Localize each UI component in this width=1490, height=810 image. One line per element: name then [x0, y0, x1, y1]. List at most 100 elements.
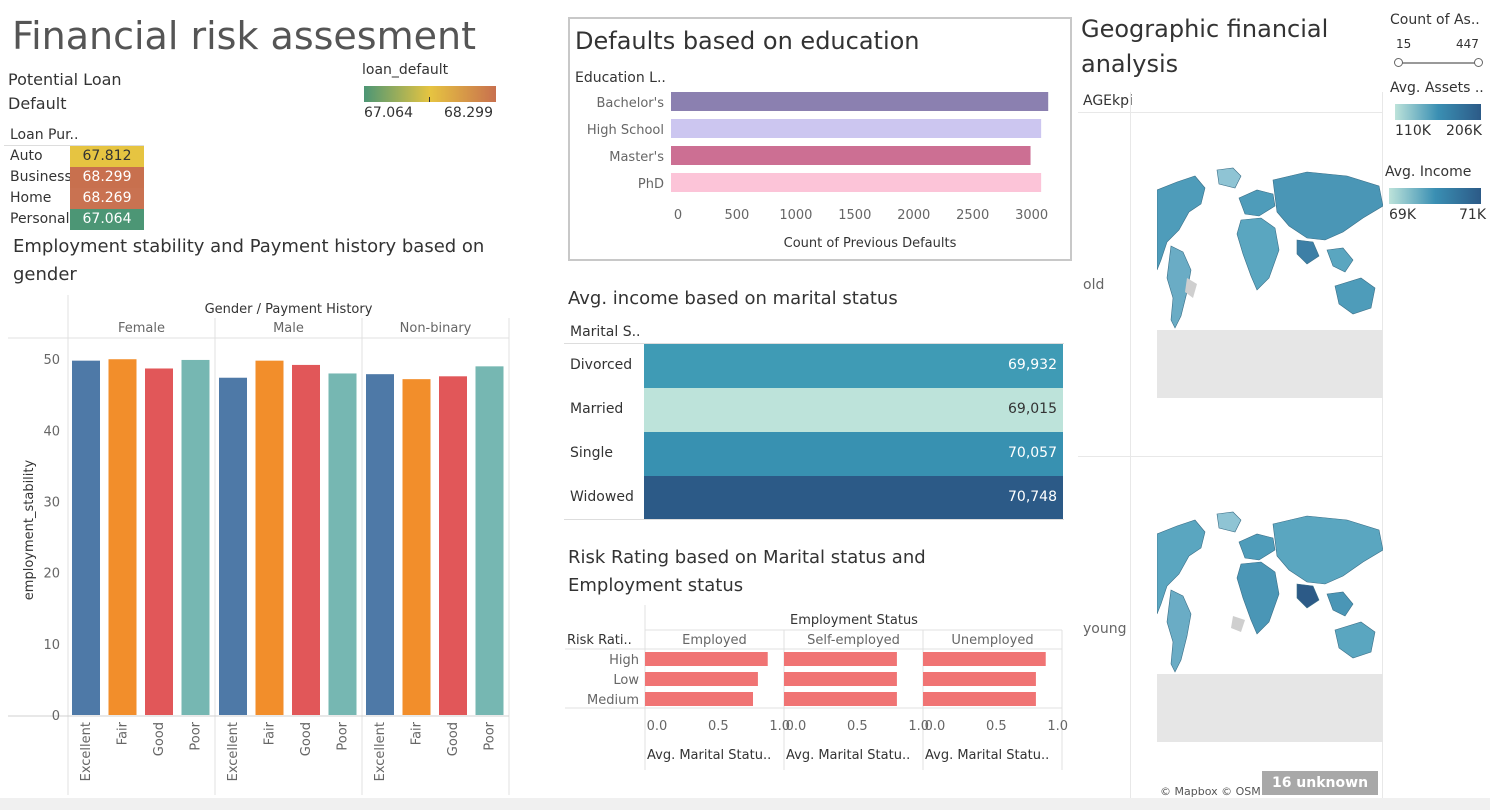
- employment-x-tick: Excellent: [226, 722, 241, 781]
- risk-bar: [645, 692, 753, 706]
- count-slider-handle-max[interactable]: [1474, 58, 1483, 67]
- unknown-badge[interactable]: 16 unknown: [1262, 771, 1378, 795]
- marital-row-cell: 69,932: [644, 344, 1063, 388]
- employment-x-tick: Good: [446, 722, 461, 756]
- count-legend-max: 447: [1456, 37, 1479, 51]
- loan-row: Auto 67.812: [4, 146, 144, 167]
- employment-facet-label: Male: [273, 321, 304, 336]
- employment-bar: [219, 377, 247, 715]
- risk-header: Employment Status: [790, 613, 918, 628]
- education-bar: [671, 92, 1049, 111]
- loan-legend-title: loan_default: [362, 62, 449, 78]
- education-category-label: PhD: [638, 177, 664, 192]
- education-x-tick: 2500: [956, 208, 989, 223]
- income-legend-title: Avg. Income: [1385, 164, 1472, 180]
- marital-column-header: Marital S..: [570, 324, 641, 340]
- loan-header-rule: [4, 145, 144, 146]
- education-category-label: Master's: [609, 150, 664, 165]
- employment-x-tick: Poor: [189, 721, 204, 750]
- risk-x-tick: 0.0: [647, 719, 668, 734]
- loan-row-value: 68.299: [70, 167, 144, 188]
- education-chart: Bachelor's High School Master's PhD 0 500 1000…: [587, 92, 1049, 251]
- risk-x-tick: 0.0: [786, 719, 807, 734]
- risk-facet-label: Self-employed: [807, 633, 900, 648]
- employment-y-tick: 10: [43, 638, 60, 653]
- education-chart-frame: [568, 17, 1072, 261]
- risk-bar: [645, 652, 768, 666]
- loan-row-category: Auto: [10, 148, 43, 164]
- employment-chart: Gender / Payment History 0 10 20 30 40 50 emplo…: [8, 295, 510, 795]
- education-x-tick: 1500: [838, 208, 871, 223]
- marital-row-value: 70,057: [1008, 445, 1057, 461]
- loan-row-category: Home: [10, 190, 52, 206]
- employment-bar: [108, 359, 137, 715]
- marital-row: Widowed 70,748: [564, 476, 1064, 520]
- risk-bar: [923, 672, 1036, 686]
- geo-title: Geographic financial analysis: [1081, 15, 1329, 78]
- marital-row-label: Divorced: [570, 357, 633, 373]
- risk-category-label: Low: [613, 673, 639, 688]
- marital-row-label: Single: [570, 445, 614, 461]
- risk-x-tick: 0.5: [847, 719, 868, 734]
- loan-row-value: 67.064: [70, 209, 144, 230]
- map-attribution: © Mapbox © OSM: [1160, 785, 1261, 798]
- risk-bar: [784, 692, 897, 706]
- employment-bar: [292, 364, 320, 715]
- risk-x-label: Avg. Marital Statu..: [647, 748, 771, 763]
- education-x-tick: 0: [674, 208, 682, 223]
- marital-row: Married 69,015: [564, 388, 1064, 432]
- employment-facet-label: Female: [118, 321, 165, 336]
- risk-x-tick: 0.5: [708, 719, 729, 734]
- loan-row-category: Business: [10, 169, 72, 185]
- loan-row: Personal 67.064: [4, 209, 144, 230]
- employment-bar: [72, 360, 100, 715]
- marital-income-title: Avg. income based on marital status: [568, 288, 898, 309]
- employment-y-tick: 30: [43, 496, 60, 511]
- assets-legend-max: 206K: [1446, 123, 1482, 139]
- employment-x-tick: Fair: [263, 721, 278, 745]
- loan-legend-tick: [429, 97, 430, 102]
- employment-bar: [402, 379, 431, 715]
- employment-header: Gender / Payment History: [205, 302, 373, 317]
- geo-row-young: young: [1083, 621, 1127, 637]
- risk-row-header: Risk Rati..: [567, 633, 632, 648]
- education-bar: [671, 119, 1042, 138]
- geo-frame-line: [1130, 92, 1131, 800]
- marital-row-label: Widowed: [570, 489, 634, 505]
- employment-y-tick: 20: [43, 567, 60, 582]
- count-legend-min: 15: [1396, 37, 1412, 51]
- employment-y-label: employment_stability: [22, 460, 37, 601]
- loan-row: Business 68.299: [4, 167, 144, 188]
- education-bar: [671, 173, 1042, 192]
- employment-x-tick: Good: [299, 722, 314, 756]
- marital-row: Divorced 69,932: [564, 344, 1064, 388]
- employment-bar: [475, 366, 504, 715]
- risk-x-tick: 1.0: [1047, 719, 1068, 734]
- employment-x-tick: Excellent: [79, 722, 94, 781]
- risk-bar: [923, 692, 1036, 706]
- marital-row-label: Married: [570, 401, 624, 417]
- education-bar: [671, 146, 1031, 165]
- education-x-tick: 2000: [897, 208, 930, 223]
- risk-chart-title: Risk Rating based on Marital status and …: [568, 547, 926, 596]
- marital-row: Single 70,057: [564, 432, 1064, 476]
- loan-panel-title: Potential Loan Default: [8, 70, 122, 113]
- loan-row: Home 68.269: [4, 188, 144, 209]
- marital-row-cell: 70,748: [644, 476, 1063, 520]
- employment-x-tick: Poor: [483, 721, 498, 750]
- risk-x-tick: 0.0: [925, 719, 946, 734]
- marital-row-value: 69,932: [1008, 357, 1057, 373]
- education-x-tick: 1000: [779, 208, 812, 223]
- income-legend-max: 71K: [1459, 207, 1486, 223]
- employment-bar: [328, 373, 357, 715]
- employment-x-tick: Fair: [116, 721, 131, 745]
- count-slider-handle-min[interactable]: [1394, 58, 1403, 67]
- risk-facet-label: Unemployed: [951, 633, 1033, 648]
- employment-x-tick: Excellent: [373, 722, 388, 781]
- risk-category-label: High: [609, 653, 639, 668]
- education-category-label: Bachelor's: [596, 96, 664, 111]
- dashboard-title: Financial risk assesment: [12, 14, 476, 58]
- marital-row-value: 69,015: [1008, 401, 1057, 417]
- count-slider-track[interactable]: [1398, 62, 1478, 64]
- education-x-tick: 3000: [1015, 208, 1048, 223]
